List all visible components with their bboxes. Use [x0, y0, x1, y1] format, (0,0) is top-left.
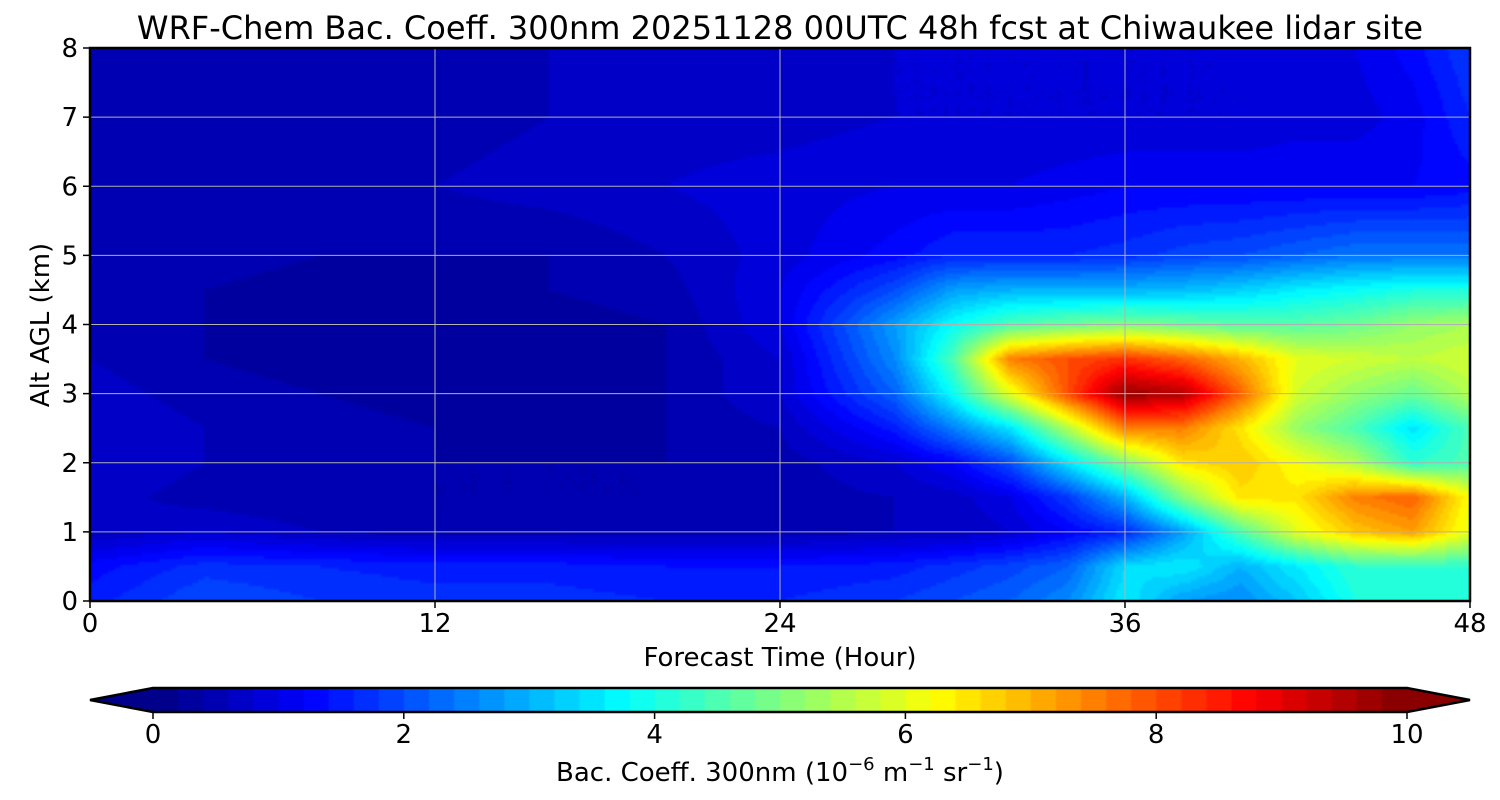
y-axis-label: Alt AGL (km)	[26, 243, 56, 407]
colorbar-tick-label: 0	[145, 720, 162, 750]
y-tick-label: 0	[61, 587, 78, 617]
colorbar-extend-high	[1407, 688, 1470, 712]
colorbar-tick-label: 4	[646, 720, 663, 750]
colorbar-tick-label: 6	[897, 720, 914, 750]
y-tick-label: 6	[61, 172, 78, 202]
x-axis-ticks: 0 12 24 36 48	[82, 601, 1487, 639]
y-tick-label: 3	[61, 380, 78, 410]
x-tick-label: 12	[418, 609, 451, 639]
y-tick-label: 7	[61, 103, 78, 133]
y-tick-label: 5	[61, 241, 78, 271]
colorbar-extend-low	[90, 688, 153, 712]
grid-lines	[90, 48, 1470, 601]
colorbar-label: Bac. Coeff. 300nm (10−6 m−1 sr−1)	[556, 754, 1004, 788]
x-tick-label: 0	[82, 609, 99, 639]
y-tick-label: 1	[61, 518, 78, 548]
colorbar-tick-label: 2	[396, 720, 413, 750]
x-tick-label: 36	[1108, 609, 1141, 639]
colorbar-tick-label: 8	[1148, 720, 1165, 750]
colorbar-tick-label: 10	[1390, 720, 1423, 750]
y-tick-label: 2	[61, 449, 78, 479]
y-axis-ticks: 0 1 2 3 4 5 6 7 8	[61, 34, 90, 617]
colorbar-gradient	[153, 688, 1407, 712]
colorbar-ticks: 0 2 4 6 8 10	[145, 712, 1424, 750]
x-tick-label: 24	[763, 609, 796, 639]
y-tick-label: 4	[61, 311, 78, 341]
chart-title: WRF-Chem Bac. Coeff. 300nm 20251128 00UT…	[137, 9, 1423, 47]
x-tick-label: 48	[1453, 609, 1486, 639]
x-axis-label: Forecast Time (Hour)	[643, 643, 916, 673]
y-tick-label: 8	[61, 34, 78, 64]
